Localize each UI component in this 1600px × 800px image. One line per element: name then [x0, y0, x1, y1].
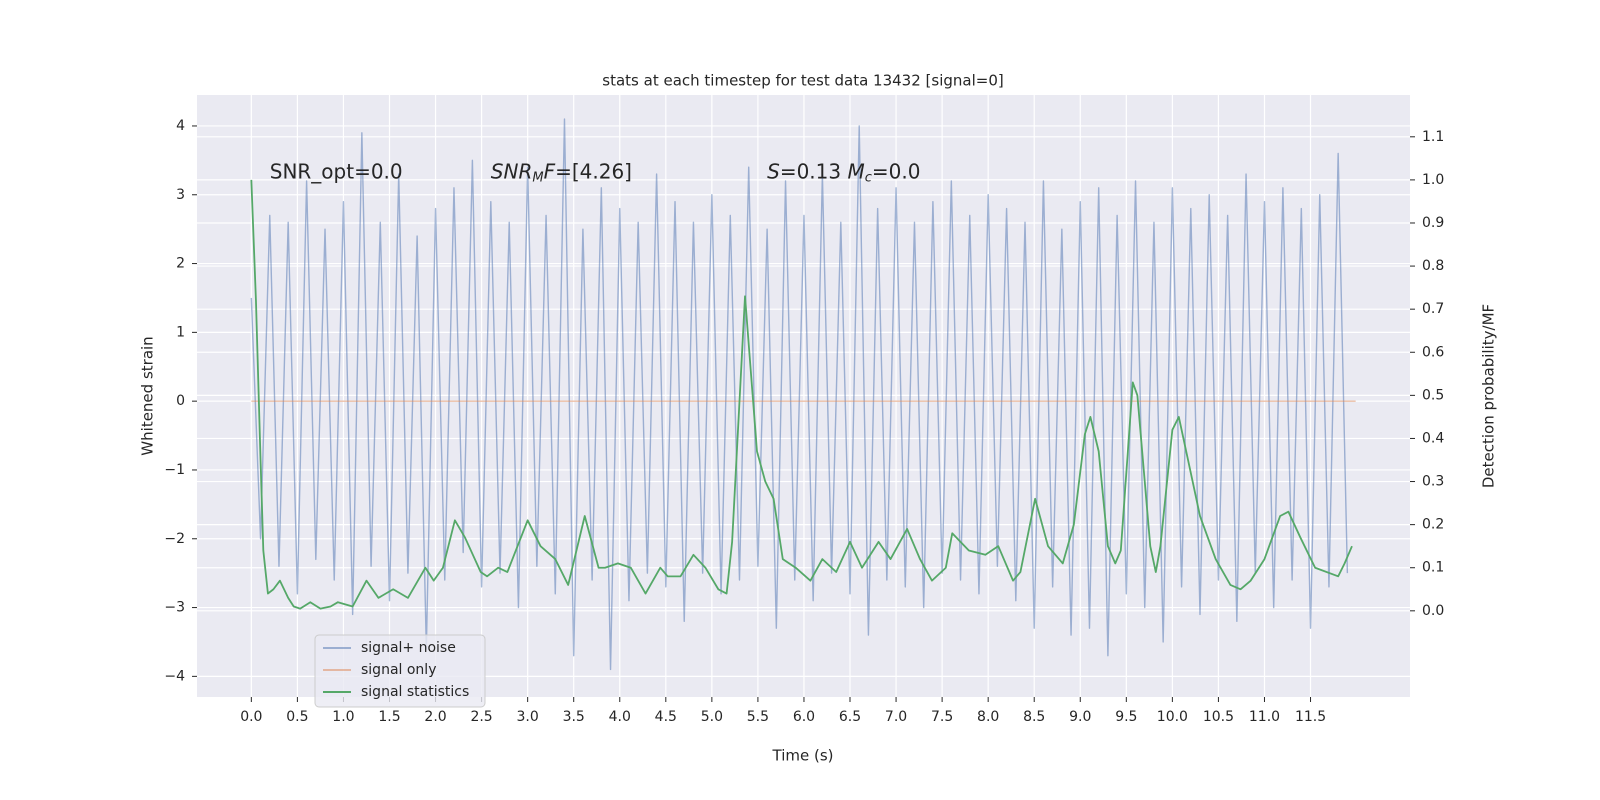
y-tick-label: 3 [176, 187, 185, 203]
y2-tick-label: 0.1 [1422, 560, 1444, 576]
x-tick-label: 10.0 [1157, 709, 1188, 725]
annotation-part: SNR [491, 159, 533, 183]
y2-tick-label: 0.8 [1422, 258, 1444, 274]
y2-axis-label: Detection probability/MF [1480, 304, 1498, 488]
legend-label: signal+ noise [361, 640, 456, 656]
y2-tick-label: 1.0 [1422, 172, 1444, 188]
annotation: S=0.13 Mc=0.0 [767, 159, 920, 185]
x-tick-label: 2.5 [470, 709, 492, 725]
y-tick-label: 0 [176, 393, 185, 409]
y-tick-label: 1 [176, 324, 185, 340]
x-tick-label: 4.0 [609, 709, 631, 725]
annotation-part: M [532, 170, 543, 185]
x-tick-label: 3.5 [563, 709, 585, 725]
y-tick-label: 2 [176, 256, 185, 272]
y-tick-label: −3 [164, 600, 185, 616]
x-tick-label: 1.5 [378, 709, 400, 725]
annotation: SNRMF=[4.26] [491, 159, 632, 185]
annotation-part: M [847, 159, 864, 183]
x-tick-label: 6.5 [839, 709, 861, 725]
y2-tick-label: 0.2 [1422, 517, 1444, 533]
y2-tick-label: 0.0 [1422, 603, 1444, 619]
y2-tick-label: 1.1 [1422, 129, 1444, 145]
y-tick-label: −4 [164, 668, 185, 684]
y2-tick-label: 0.4 [1422, 430, 1444, 446]
x-tick-label: 1.0 [332, 709, 354, 725]
x-tick-label: 11.5 [1295, 709, 1326, 725]
x-tick-label: 6.0 [793, 709, 815, 725]
annotation: SNR_opt=0.0 [270, 159, 403, 183]
series-line [250, 118, 1349, 671]
legend-box [314, 634, 486, 708]
y2-tick-label: 0.6 [1422, 344, 1444, 360]
annotation-part: =[4.26] [555, 159, 632, 183]
grid [197, 95, 1410, 697]
y2-tick-label: 0.5 [1422, 387, 1444, 403]
x-tick-label: 4.5 [655, 709, 677, 725]
x-tick-label: 11.0 [1249, 709, 1280, 725]
y2-tick-label: 0.9 [1422, 215, 1444, 231]
chart-title: stats at each timestep for test data 134… [602, 72, 1003, 90]
y2-tick-label: 0.7 [1422, 301, 1444, 317]
legend: signal+ noise signal only signal statistic… [314, 634, 486, 708]
x-tick-label: 8.5 [1023, 709, 1045, 725]
x-tick-label: 9.0 [1069, 709, 1091, 725]
annotation-part: S [767, 159, 780, 183]
annotation-part: SNR_opt=0.0 [270, 159, 403, 183]
series-line [250, 179, 1353, 610]
x-tick-label: 2.0 [424, 709, 446, 725]
x-tick-label: 7.0 [885, 709, 907, 725]
x-tick-label: 0.0 [240, 709, 262, 725]
x-tick-label: 3.0 [517, 709, 539, 725]
x-tick-label: 10.5 [1203, 709, 1234, 725]
x-tick-label: 9.5 [1115, 709, 1137, 725]
x-tick-label: 7.5 [931, 709, 953, 725]
x-tick-label: 8.0 [977, 709, 999, 725]
y-axis-label: Whitened strain [139, 336, 157, 455]
annotation-part: F [544, 159, 556, 183]
x-tick-label: 5.0 [701, 709, 723, 725]
y-tick-label: 4 [176, 118, 185, 134]
x-axis-label: Time (s) [772, 747, 834, 765]
annotation-part: =0.0 [872, 159, 921, 183]
annotation-part: =0.13 [780, 159, 848, 183]
y2-tick-label: 0.3 [1422, 474, 1444, 490]
y-tick-label: −1 [164, 462, 185, 478]
annotation-part: c [865, 170, 872, 185]
legend-label: signal only [361, 662, 436, 678]
x-tick-label: 5.5 [747, 709, 769, 725]
x-tick-label: 0.5 [286, 709, 308, 725]
y-tick-label: −2 [164, 531, 185, 547]
legend-label: signal statistics [361, 684, 469, 700]
